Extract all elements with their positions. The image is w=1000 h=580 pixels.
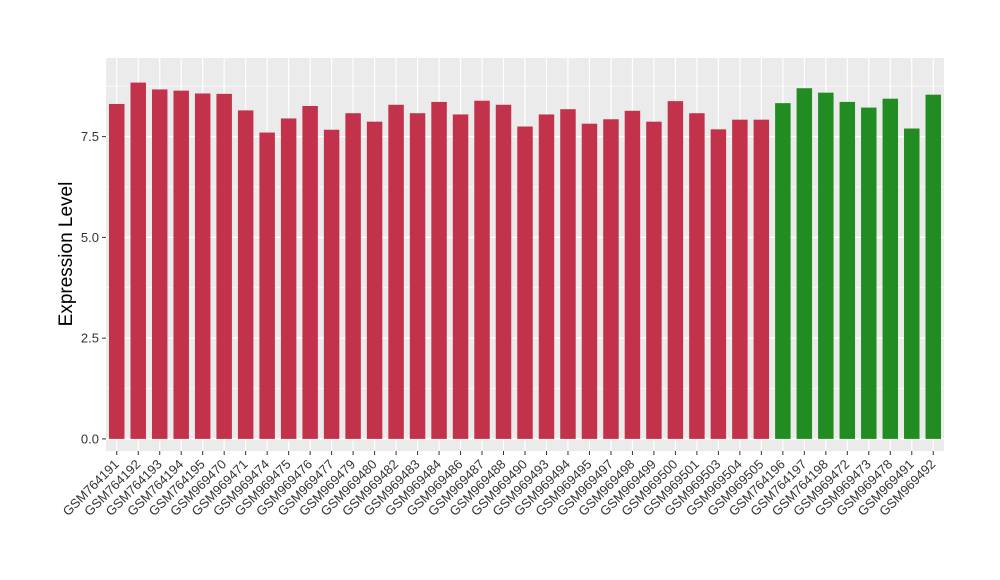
bar-GSM969477 [323,129,340,439]
bar-GSM969499 [646,121,662,439]
bar-GSM969480 [366,121,383,439]
y-tick-label: 5.0 [81,230,99,245]
bar-GSM764196 [775,103,791,439]
bar-GSM764198 [818,92,834,439]
bar-GSM969505 [753,119,770,439]
bar-GSM764197 [796,88,813,439]
bar-GSM969504 [732,119,748,439]
bar-GSM764193 [151,89,168,439]
x-axis: GSM764191GSM764192GSM764193GSM764194GSM7… [60,451,938,519]
y-tick-label: 2.5 [81,331,99,346]
bar-GSM969471 [237,110,254,439]
bar-GSM969479 [345,113,361,439]
bar-GSM969498 [624,110,641,439]
bar-GSM969493 [538,114,555,439]
bar-GSM969484 [431,101,447,439]
bar-GSM764194 [173,90,189,439]
bar-GSM969501 [689,113,705,439]
bar-GSM969473 [861,107,877,439]
bar-GSM969491 [904,128,920,439]
bar-GSM764192 [130,82,146,439]
y-tick-label: 7.5 [81,129,99,144]
bar-GSM969478 [882,98,899,439]
y-tick-label: 0.0 [81,431,99,446]
bar-GSM969494 [560,109,576,439]
bar-GSM969475 [280,118,297,439]
bar-GSM969487 [474,100,490,439]
bar-GSM764195 [194,93,211,439]
bars [109,82,941,439]
bar-GSM969488 [495,104,512,439]
bar-GSM969470 [216,93,232,439]
y-axis-title: Expression Level [56,182,77,327]
bar-GSM969492 [925,94,941,439]
y-axis: 0.0 2.5 5.0 7.5 [81,129,106,446]
bar-GSM764191 [109,103,125,439]
bar-GSM969476 [302,105,318,439]
bar-GSM969497 [603,119,619,439]
bar-GSM969490 [517,126,533,439]
bar-GSM969495 [581,123,598,439]
bar-GSM969483 [409,113,426,439]
bar-GSM969472 [839,101,856,439]
bar-GSM969486 [452,114,469,439]
bar-GSM969474 [259,132,275,439]
bar-GSM969500 [667,101,684,439]
bar-GSM969482 [388,104,404,439]
bar-GSM969503 [710,129,727,439]
